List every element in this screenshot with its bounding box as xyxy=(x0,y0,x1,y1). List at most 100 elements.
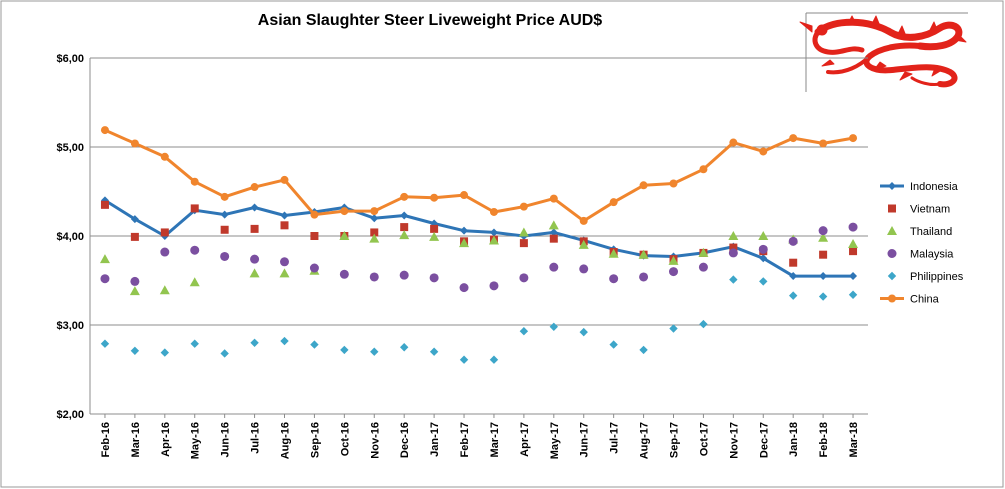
data-point-china xyxy=(729,138,738,147)
data-point-china xyxy=(759,147,768,156)
series-vietnam xyxy=(100,200,858,267)
data-point-thailand xyxy=(578,239,589,249)
data-point-thailand xyxy=(249,268,260,278)
data-point-indonesia xyxy=(549,228,558,237)
series-china xyxy=(100,126,858,225)
data-point-vietnam xyxy=(130,232,139,241)
data-point-malaysia xyxy=(339,269,349,279)
data-point-indonesia xyxy=(759,254,768,263)
data-point-thailand xyxy=(758,231,769,240)
data-point-philippines xyxy=(759,277,768,286)
data-point-philippines xyxy=(788,291,798,300)
data-point-malaysia xyxy=(220,251,230,261)
data-point-thailand xyxy=(279,268,290,278)
data-point-malaysia xyxy=(459,283,469,293)
data-point-philippines xyxy=(190,339,199,348)
data-point-thailand xyxy=(339,231,350,240)
data-point-thailand xyxy=(99,254,110,264)
data-point-china xyxy=(669,179,678,188)
data-point-malaysia xyxy=(160,247,170,257)
data-point-malaysia xyxy=(818,226,828,236)
data-point-indonesia xyxy=(130,215,139,224)
data-point-thailand xyxy=(668,255,679,265)
data-point-philippines xyxy=(220,349,229,358)
x-tick-label: Feb-17 xyxy=(459,422,471,457)
series-malaysia xyxy=(100,222,858,293)
data-point-indonesia xyxy=(250,203,259,212)
data-point-philippines xyxy=(818,292,828,301)
data-point-philippines xyxy=(848,290,858,299)
data-point-vietnam xyxy=(549,234,558,243)
x-tick-label: Mar-16 xyxy=(130,422,142,457)
data-point-indonesia xyxy=(789,272,798,281)
x-tick-label: Sep-17 xyxy=(669,422,681,458)
data-point-philippines xyxy=(250,338,259,347)
data-point-vietnam xyxy=(819,250,828,259)
x-tick-label: Mar-17 xyxy=(489,422,501,457)
data-point-malaysia xyxy=(399,270,409,280)
data-point-thailand xyxy=(728,231,739,240)
chart-title: Asian Slaughter Steer Liveweight Price A… xyxy=(257,12,603,29)
data-point-malaysia xyxy=(100,274,110,284)
x-tick-label: Feb-18 xyxy=(818,422,830,457)
x-tick-label: Apr-16 xyxy=(160,422,172,457)
data-point-malaysia xyxy=(728,248,738,258)
legend-label: Philippines xyxy=(910,271,964,283)
x-tick-label: Jun-17 xyxy=(579,422,591,457)
x-tick-label: Oct-17 xyxy=(698,422,710,456)
data-point-philippines xyxy=(160,348,170,357)
legend-label: Malaysia xyxy=(910,249,954,261)
data-point-malaysia xyxy=(489,281,499,291)
data-point-indonesia xyxy=(460,226,469,235)
data-point-malaysia xyxy=(848,222,858,232)
data-point-malaysia xyxy=(758,244,768,254)
data-point-vietnam xyxy=(370,228,379,237)
data-point-thailand xyxy=(159,285,170,295)
x-tick-label: Dec-16 xyxy=(399,422,411,458)
data-point-indonesia xyxy=(370,214,379,223)
legend-item-philippines: Philippines xyxy=(887,271,964,283)
data-point-china xyxy=(699,165,708,174)
data-point-philippines xyxy=(729,275,738,284)
series-line-china xyxy=(104,128,854,223)
data-point-philippines xyxy=(370,347,379,356)
data-point-china xyxy=(789,134,798,143)
data-point-malaysia xyxy=(788,236,798,246)
data-point-vietnam xyxy=(789,258,798,267)
data-point-indonesia xyxy=(489,228,498,237)
legend-label: Indonesia xyxy=(910,181,959,193)
data-point-china xyxy=(250,183,259,192)
series-thailand xyxy=(99,220,859,296)
data-point-china xyxy=(190,177,199,186)
data-point-malaysia xyxy=(309,263,319,273)
data-point-indonesia xyxy=(819,272,828,281)
data-point-china xyxy=(430,193,439,202)
legend-label: China xyxy=(910,294,940,306)
data-point-thailand xyxy=(608,248,619,258)
legend-marker-china xyxy=(888,294,896,303)
data-point-philippines xyxy=(399,343,409,352)
x-tick-label: Aug-17 xyxy=(639,422,651,459)
data-point-thailand xyxy=(638,249,649,259)
legend-label: Vietnam xyxy=(910,204,950,216)
data-point-malaysia xyxy=(190,245,200,255)
series-philippines xyxy=(100,275,858,364)
legend-item-china: China xyxy=(880,294,940,306)
data-point-vietnam xyxy=(849,247,858,256)
legend-marker-thailand xyxy=(887,226,897,235)
legend-marker-philippines xyxy=(887,271,897,281)
data-point-china xyxy=(639,181,648,190)
data-point-thailand xyxy=(488,235,499,245)
series-indonesia xyxy=(100,196,858,281)
data-point-malaysia xyxy=(669,267,678,277)
y-tick-label: $2,00 xyxy=(56,409,84,421)
data-point-thailand xyxy=(459,238,470,248)
data-point-philippines xyxy=(549,322,559,331)
x-tick-label: Sep-16 xyxy=(309,422,321,458)
data-point-china xyxy=(400,192,409,201)
x-tick-label: Apr-17 xyxy=(519,422,531,457)
data-point-indonesia xyxy=(220,210,229,219)
series-line-indonesia xyxy=(104,199,853,278)
data-point-thailand xyxy=(818,232,829,242)
